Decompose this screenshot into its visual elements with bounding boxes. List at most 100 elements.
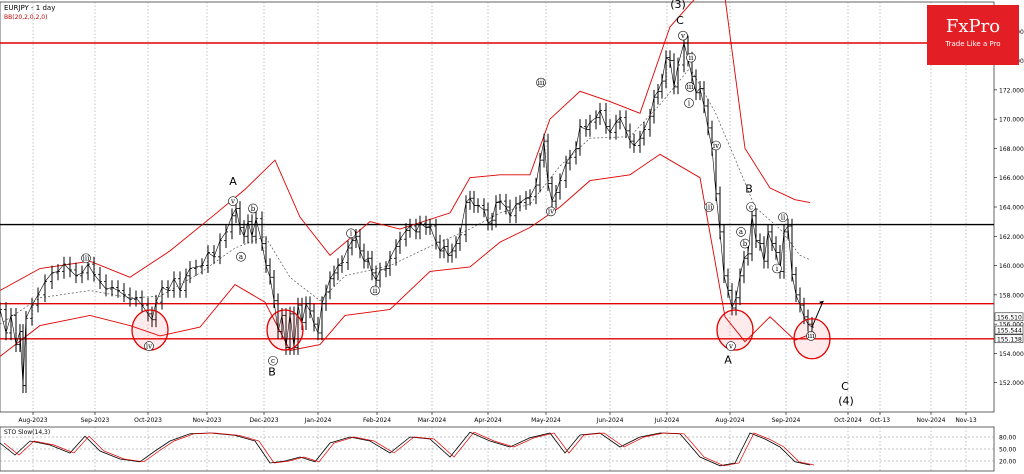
- wave-labels: (3)CABABC(4)iiiivvbaciiiiiiivviiiiiiivii…: [81, 0, 854, 408]
- roman-label: c: [271, 357, 275, 365]
- roman-label-circle: [746, 202, 756, 212]
- wave-label: (4): [838, 395, 854, 408]
- y-axis: 152.000 154.000 156.000 158.000 160.000 162.0…: [994, 29, 1024, 387]
- roman-label-circle: [370, 285, 380, 296]
- y-tick-label: 166.000: [999, 175, 1024, 182]
- y-tick-label: 172.000: [999, 87, 1024, 94]
- roman-label-circle: [678, 30, 688, 41]
- x-tick-label: Oct-2024: [834, 417, 862, 424]
- roman-label: b: [251, 205, 256, 213]
- y-tick-label: 152.000: [999, 380, 1024, 387]
- x-tick-label: Nov-2024: [917, 417, 946, 424]
- roman-label-circle: [686, 52, 696, 63]
- bb-middle-line: [0, 67, 811, 325]
- wave-label: B: [268, 365, 276, 378]
- x-axis: Aug-2023 Sep-2023 Oct-2023 Nov-2023 Dec-2023…: [18, 412, 977, 424]
- price-label: 156.510: [997, 314, 1022, 321]
- x-tick-label: Oct-13: [870, 417, 890, 424]
- highlight-circles: [131, 309, 831, 360]
- x-tick-label: Sep-2024: [772, 417, 801, 424]
- wave-label: C: [676, 14, 684, 27]
- roman-label-circle: [346, 228, 356, 239]
- roman-label-circle: [726, 341, 736, 351]
- osc-level-label: 50.00: [999, 447, 1016, 454]
- roman-label: i: [688, 99, 691, 107]
- roman-label: iii: [808, 332, 815, 340]
- y-tick-label: 158.000: [999, 292, 1024, 299]
- roman-label-circle: [736, 227, 746, 237]
- roman-label: ii: [373, 287, 378, 295]
- highlight-circle: [716, 309, 754, 351]
- x-tick-label: Jan-2024: [304, 417, 332, 424]
- x-tick-label: Nov-2023: [193, 417, 222, 424]
- roman-label: iv: [146, 342, 152, 350]
- roman-label-circle: [144, 341, 154, 351]
- roman-label: iv: [713, 142, 719, 150]
- osc-level-label: 20.00: [999, 459, 1016, 466]
- x-tick-label: Jul-2024: [654, 417, 680, 424]
- roman-label: iv: [548, 208, 554, 216]
- price-line: [0, 41, 813, 386]
- price-series: [0, 35, 824, 393]
- bollinger-bands: [0, 0, 811, 357]
- x-tick-label: Aug-2024: [715, 417, 744, 424]
- projection-arrow: [811, 303, 823, 328]
- roman-label: iii: [687, 83, 694, 91]
- y-tick-label: 164.000: [999, 205, 1024, 212]
- roman-label: iii: [83, 255, 90, 263]
- fxpro-logo: FxPro Trade Like a Pro: [927, 5, 1019, 65]
- roman-label: a: [739, 228, 743, 236]
- y-tick-label: 154.000: [999, 351, 1024, 358]
- x-tick-label: Dec-2023: [249, 417, 278, 424]
- x-tick-label: Nov-13: [955, 417, 977, 424]
- x-tick-label: Feb-2024: [363, 417, 391, 424]
- roman-label-circle: [684, 98, 694, 108]
- roman-label: a: [239, 253, 243, 261]
- roman-label: c: [749, 203, 753, 211]
- price-label: 155.544: [997, 328, 1022, 335]
- y-tick-label: 162.000: [999, 234, 1024, 241]
- y-tick-label: 156.000: [999, 322, 1024, 329]
- x-tick-label: Oct-2023: [134, 417, 162, 424]
- oscillator-panel-frame: [0, 426, 995, 472]
- roman-label: v: [728, 342, 733, 350]
- roman-label: iii: [706, 203, 713, 211]
- price-label-box: [994, 325, 1024, 335]
- projection-arrowhead: [819, 300, 824, 305]
- wave-label: A: [724, 354, 732, 367]
- bb-upper-line: [0, 0, 811, 291]
- roman-label: i: [776, 265, 779, 273]
- y-tick-label: 170.000: [999, 117, 1024, 124]
- x-tick-label: May-2024: [531, 417, 561, 424]
- roman-label-circle: [711, 140, 721, 151]
- price-label-box: [994, 312, 1024, 322]
- roman-label-circle: [772, 263, 782, 274]
- bb-lower-line: [0, 153, 811, 357]
- x-tick-label: Apr-2024: [474, 417, 502, 424]
- symbol-label: EURJPY - 1 day: [4, 4, 55, 12]
- indicator-label: BB(20,2,0,2,0): [4, 14, 47, 21]
- roman-label-circle: [228, 196, 238, 206]
- roman-label-circle: [236, 251, 246, 262]
- roman-label-circle: [685, 82, 695, 92]
- roman-label-circle: [536, 77, 546, 88]
- wave-label: A: [229, 175, 237, 188]
- roman-label-circle: [806, 331, 816, 341]
- roman-label-circle: [268, 355, 278, 366]
- oscillator-label: STO Slow(14,3): [4, 429, 50, 436]
- logo-brand: FxPro: [945, 16, 1001, 37]
- stochastic-oscillator: 80.00 50.00 20.00: [0, 431, 1016, 467]
- roman-label-circle: [740, 238, 750, 249]
- y-tick-label: 168.000: [999, 146, 1024, 153]
- roman-label: b: [743, 240, 748, 248]
- x-tick-label: Sep-2023: [81, 417, 110, 424]
- highlight-circle: [266, 309, 304, 351]
- logo-tagline: Trade Like a Pro: [945, 40, 1001, 48]
- price-label-box: [994, 334, 1024, 344]
- roman-label: iii: [538, 79, 545, 87]
- wave-label: B: [745, 182, 753, 195]
- roman-label: v: [680, 32, 685, 40]
- roman-label-circle: [81, 253, 91, 264]
- stoch-k-line: [0, 431, 811, 467]
